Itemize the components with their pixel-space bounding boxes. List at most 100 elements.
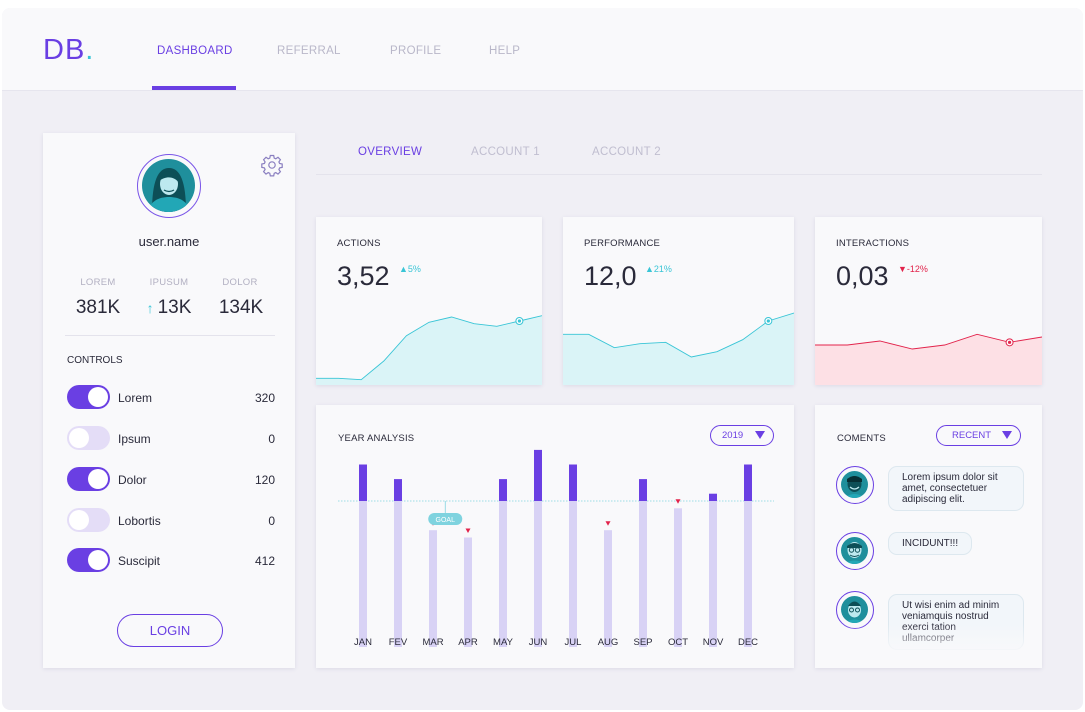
metric-value: 3,52	[337, 261, 390, 291]
bar-base[interactable]	[534, 501, 542, 647]
toggle-lobortis[interactable]	[67, 508, 110, 532]
user-avatar-image	[142, 159, 195, 212]
metric-value: 12,0	[584, 261, 637, 291]
bar-above-goal[interactable]	[639, 479, 647, 501]
year-bar-chart: JAN FEV MAR APR MAY JUN JUL AUG SEP OCT NOV DEC GOAL	[338, 449, 774, 648]
gear-icon[interactable]	[260, 153, 284, 177]
metric-value: 0,03	[836, 261, 889, 291]
comment-avatar-image	[841, 537, 868, 564]
year-select[interactable]: 2019	[710, 425, 774, 446]
avatar[interactable]	[137, 154, 201, 218]
toggle-suscipit[interactable]	[67, 548, 110, 572]
nav-referral[interactable]: REFERRAL	[277, 45, 341, 57]
control-row-dolor: Dolor 120	[67, 467, 275, 493]
bar-base[interactable]	[569, 501, 577, 647]
sparkline-area	[563, 313, 794, 385]
sparkline-endpoint-dot	[517, 319, 521, 323]
bar-above-goal[interactable]	[499, 479, 507, 501]
metric-card-performance[interactable]: PERFORMANCE 12,0 ▲21%	[563, 217, 794, 385]
stat-value-ipusum-number: 13K	[157, 297, 192, 318]
tabs-divider	[316, 174, 1042, 175]
control-value: 0	[268, 514, 275, 528]
sparkline-endpoint-dot	[1007, 340, 1012, 344]
top-navigation-bar: DB. DASHBOARD REFERRAL PROFILE HELP	[2, 8, 1083, 91]
logo-dot: .	[85, 34, 95, 66]
control-row-lobortis: Lobortis 0	[67, 508, 275, 534]
login-button[interactable]: LOGIN	[117, 614, 223, 647]
profile-card: user.name LOREM IPUSUM DOLOR 381K ↑ 13K 1…	[43, 133, 295, 668]
bar-above-goal[interactable]	[394, 479, 402, 501]
tab-account-1[interactable]: ACCOUNT 1	[471, 146, 540, 158]
toggle-lorem[interactable]	[67, 385, 110, 409]
stat-label-dolor: DOLOR	[222, 277, 258, 288]
nav-dashboard[interactable]: DASHBOARD	[157, 45, 233, 57]
bar-below-goal[interactable]	[604, 530, 612, 647]
control-label: Suscipit	[118, 554, 161, 568]
stat-label-ipusum: IPUSUM	[149, 277, 189, 288]
nav-profile[interactable]: PROFILE	[390, 45, 442, 57]
metric-title: INTERACTIONS	[836, 238, 910, 249]
sparkline-area	[316, 315, 542, 385]
bar-above-goal[interactable]	[744, 464, 752, 502]
month-label: MAR	[422, 637, 443, 648]
dashboard-frame: DB. DASHBOARD REFERRAL PROFILE HELP	[2, 8, 1083, 710]
metric-title: PERFORMANCE	[584, 238, 661, 249]
month-label: APR	[458, 637, 478, 648]
toggle-ipsum[interactable]	[67, 426, 110, 450]
comment-avatar[interactable]	[836, 591, 874, 629]
bar-base[interactable]	[499, 501, 507, 647]
comment-avatar[interactable]	[836, 466, 874, 504]
logo-text: DB	[43, 34, 86, 66]
comment-bubble: INCIDUNT!!!	[888, 532, 973, 555]
control-value: 412	[254, 554, 275, 568]
bar-below-goal[interactable]	[464, 537, 472, 648]
bar-base[interactable]	[359, 501, 367, 647]
bar-above-goal[interactable]	[569, 464, 577, 502]
goal-badge	[428, 513, 463, 525]
bar-below-goal[interactable]	[429, 530, 437, 647]
stat-value-lorem: 381K	[75, 297, 121, 318]
bar-base[interactable]	[744, 501, 752, 647]
logo[interactable]: DB.	[43, 34, 94, 67]
sparkline-performance	[563, 312, 794, 385]
bar-below-goal[interactable]	[674, 508, 682, 647]
bar-above-goal[interactable]	[534, 449, 542, 501]
year-analysis-card: YEAR ANALYSIS 2019 JAN FEV MAR APR MAY JUN JUL…	[316, 405, 794, 668]
sparkline-line	[316, 315, 542, 381]
control-row-suscipit: Suscipit 412	[67, 548, 275, 574]
control-label: Lobortis	[118, 514, 161, 528]
scroll-fade	[815, 624, 1042, 668]
below-goal-marker-icon	[465, 528, 471, 533]
nav-help[interactable]: HELP	[489, 45, 521, 57]
metric-card-interactions[interactable]: INTERACTIONS 0,03 ▼-12%	[815, 217, 1042, 385]
tab-account-2[interactable]: ACCOUNT 2	[592, 146, 661, 158]
control-row-ipsum: Ipsum 0	[67, 426, 275, 452]
bar-above-goal[interactable]	[709, 493, 717, 501]
control-label: Dolor	[118, 473, 147, 487]
bar-above-goal[interactable]	[359, 464, 367, 502]
month-label: JUN	[529, 637, 548, 648]
bar-base[interactable]	[394, 501, 402, 647]
metric-delta: ▲21%	[645, 264, 672, 274]
month-label: DEC	[738, 637, 758, 648]
nav-active-indicator	[152, 86, 236, 90]
bar-base[interactable]	[639, 501, 647, 647]
tab-overview[interactable]: OVERVIEW	[358, 146, 423, 158]
toggle-knob	[69, 428, 89, 448]
month-label: JAN	[354, 637, 372, 648]
up-arrow-icon: ↑	[146, 300, 154, 316]
comments-filter-select[interactable]: RECENT	[936, 425, 1021, 446]
toggle-knob	[88, 387, 108, 407]
month-label: FEV	[389, 637, 408, 648]
toggle-dolor[interactable]	[67, 467, 110, 491]
metric-card-actions[interactable]: ACTIONS 3,52 ▲5%	[316, 217, 542, 385]
metric-title: ACTIONS	[337, 238, 381, 249]
comment-avatar-image	[841, 596, 868, 623]
month-label: SEP	[633, 637, 652, 648]
toggle-knob	[88, 469, 108, 489]
comment-avatar[interactable]	[836, 532, 874, 570]
control-value: 0	[268, 432, 275, 446]
controls-title: CONTROLS	[67, 355, 123, 366]
bar-base[interactable]	[709, 501, 717, 647]
toggle-knob	[69, 510, 89, 530]
